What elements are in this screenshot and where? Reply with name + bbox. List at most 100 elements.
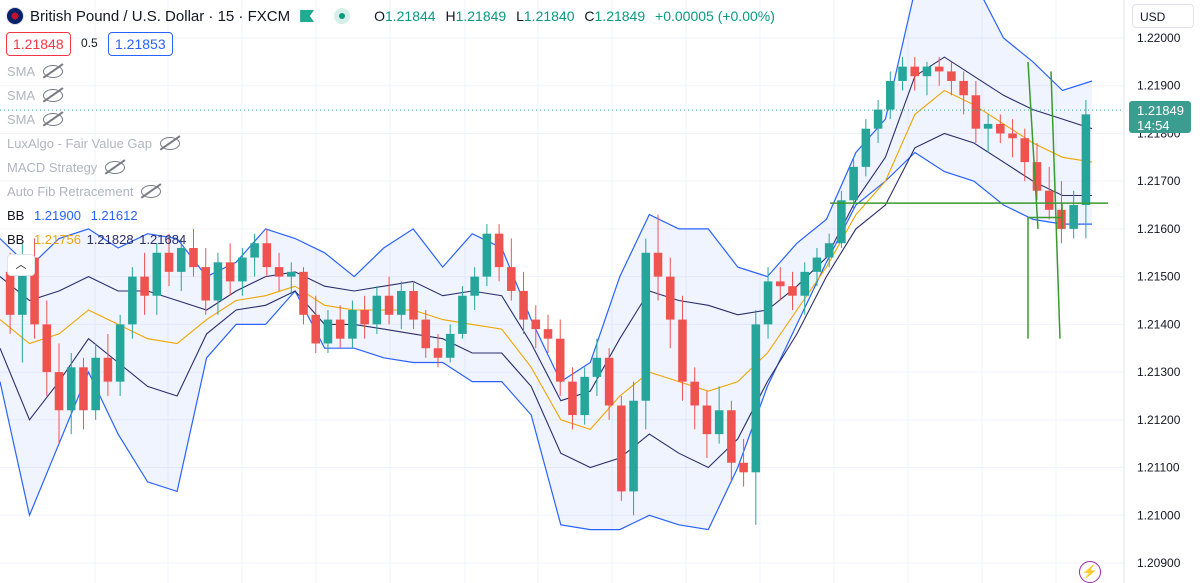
candle-body (54, 372, 64, 411)
candle-body (727, 410, 736, 463)
lightning-icon[interactable]: ⚡ (1079, 561, 1101, 583)
buy-button[interactable]: 1.21853 (108, 32, 173, 56)
hidden-eye-icon[interactable] (43, 89, 64, 102)
candle-body (335, 319, 345, 339)
indicator-fair-value-gap[interactable]: LuxAlgo - Fair Value Gap (7, 136, 180, 151)
bb-lower-value: 1.21684 (139, 232, 187, 247)
candle-body (115, 324, 125, 382)
candle-body (678, 319, 687, 382)
candle-body (238, 257, 247, 282)
gbp-usd-flag-icon (6, 7, 24, 25)
candle-body (470, 276, 479, 296)
candle-body (1008, 133, 1017, 139)
candle-body (861, 128, 871, 167)
change-value: +0.00005 (+0.00%) (655, 8, 775, 24)
candle-body (140, 276, 149, 296)
candle-body (225, 262, 235, 282)
candle-body (568, 381, 577, 416)
candle-body (262, 243, 272, 268)
candle-body (397, 290, 406, 315)
trend-line (1027, 61, 1039, 229)
candle-body (886, 80, 895, 110)
hidden-eye-icon[interactable] (43, 113, 64, 126)
hidden-eye-icon[interactable] (160, 137, 180, 150)
indicator-bb-2[interactable]: BB 1.21756 1.21828 1.21684 (7, 232, 186, 247)
candle-body (494, 233, 504, 268)
candle-body (360, 310, 369, 325)
price-axis: 1.220001.219001.218001.217001.216001.215… (1123, 0, 1181, 583)
bollinger-bands (0, 0, 1093, 531)
bb-outer-upper-line (0, 0, 1093, 383)
indicator-sma-1[interactable]: SMA (7, 64, 64, 79)
hidden-eye-icon[interactable] (141, 185, 162, 198)
flag-marker-icon[interactable] (300, 10, 315, 22)
candle-body (604, 357, 614, 406)
candle-body (348, 310, 357, 339)
candle-body (629, 400, 638, 492)
close-label: C (584, 8, 595, 24)
candle-body (751, 324, 761, 473)
candle-body (409, 290, 418, 320)
bb-upper-value: 1.21900 (33, 208, 81, 223)
bb-basis-value: 1.21756 (33, 232, 81, 247)
candle-body (763, 281, 773, 325)
candle-body (592, 357, 602, 377)
candle-body (1020, 138, 1030, 163)
candle-body (445, 333, 455, 358)
symbol-title[interactable]: British Pound / U.S. Dollar · 15 · FXCM (30, 7, 291, 25)
candle-body (287, 271, 296, 277)
indicator-sma-3[interactable]: SMA (7, 112, 64, 127)
hidden-eye-icon[interactable] (43, 65, 64, 78)
trend-lines (0, 61, 1124, 339)
candle-body (42, 324, 52, 373)
candle-body (910, 66, 920, 77)
sell-button[interactable]: 1.21848 (6, 32, 71, 56)
price-tick-label: 1.21900 (1137, 79, 1181, 93)
low-value: 1.21840 (523, 8, 575, 24)
currency-select[interactable]: USD (1132, 4, 1194, 28)
candle-body (66, 367, 76, 411)
candle-body (641, 252, 651, 401)
candle-body (372, 295, 382, 325)
indicator-label: LuxAlgo - Fair Value Gap (7, 136, 152, 151)
indicator-label: Auto Fib Retracement (7, 184, 134, 199)
indicator-auto-fib[interactable]: Auto Fib Retracement (7, 184, 162, 199)
candle-body (739, 462, 748, 473)
candle-body (800, 271, 809, 296)
hidden-eye-icon[interactable] (105, 161, 126, 174)
candle-body (983, 123, 993, 129)
trend-line (1050, 71, 1061, 339)
candle-body (531, 319, 541, 330)
candle-body (873, 109, 883, 129)
bb-basis-line (0, 89, 1093, 431)
candle-body (103, 357, 113, 382)
price-tick-label: 1.21400 (1137, 317, 1181, 331)
low-label: L (516, 8, 524, 24)
indicator-sma-2[interactable]: SMA (7, 88, 64, 103)
chart-header: British Pound / U.S. Dollar · 15 · FXCM … (0, 0, 775, 32)
indicator-bb-1[interactable]: BB 1.21900 1.21612 (7, 208, 138, 223)
price-tick-label: 1.21600 (1137, 222, 1181, 236)
candle-body (299, 271, 308, 315)
candlesticks (5, 57, 1091, 525)
candle-body (482, 233, 492, 277)
candle-body (971, 95, 981, 129)
chevron-up-icon[interactable]: ︿ (7, 254, 35, 276)
chart-grid (0, 0, 1124, 583)
price-tick-label: 1.22000 (1137, 31, 1181, 45)
candle-body (507, 267, 516, 291)
bb-label: BB (7, 208, 25, 223)
indicator-macd-strategy[interactable]: MACD Strategy (7, 160, 126, 175)
candle-body (1032, 162, 1042, 191)
candle-body (775, 281, 785, 287)
candle-body (274, 267, 284, 277)
current-price-tag: 1.21849 14:54 (1129, 101, 1191, 133)
market-status-icon[interactable] (334, 8, 351, 24)
candle-body (458, 295, 467, 334)
candle-body (849, 166, 858, 201)
candle-body (617, 405, 626, 492)
candle-body (1044, 190, 1054, 210)
price-tick-label: 1.21700 (1137, 174, 1181, 188)
band-fill (0, 0, 1092, 530)
